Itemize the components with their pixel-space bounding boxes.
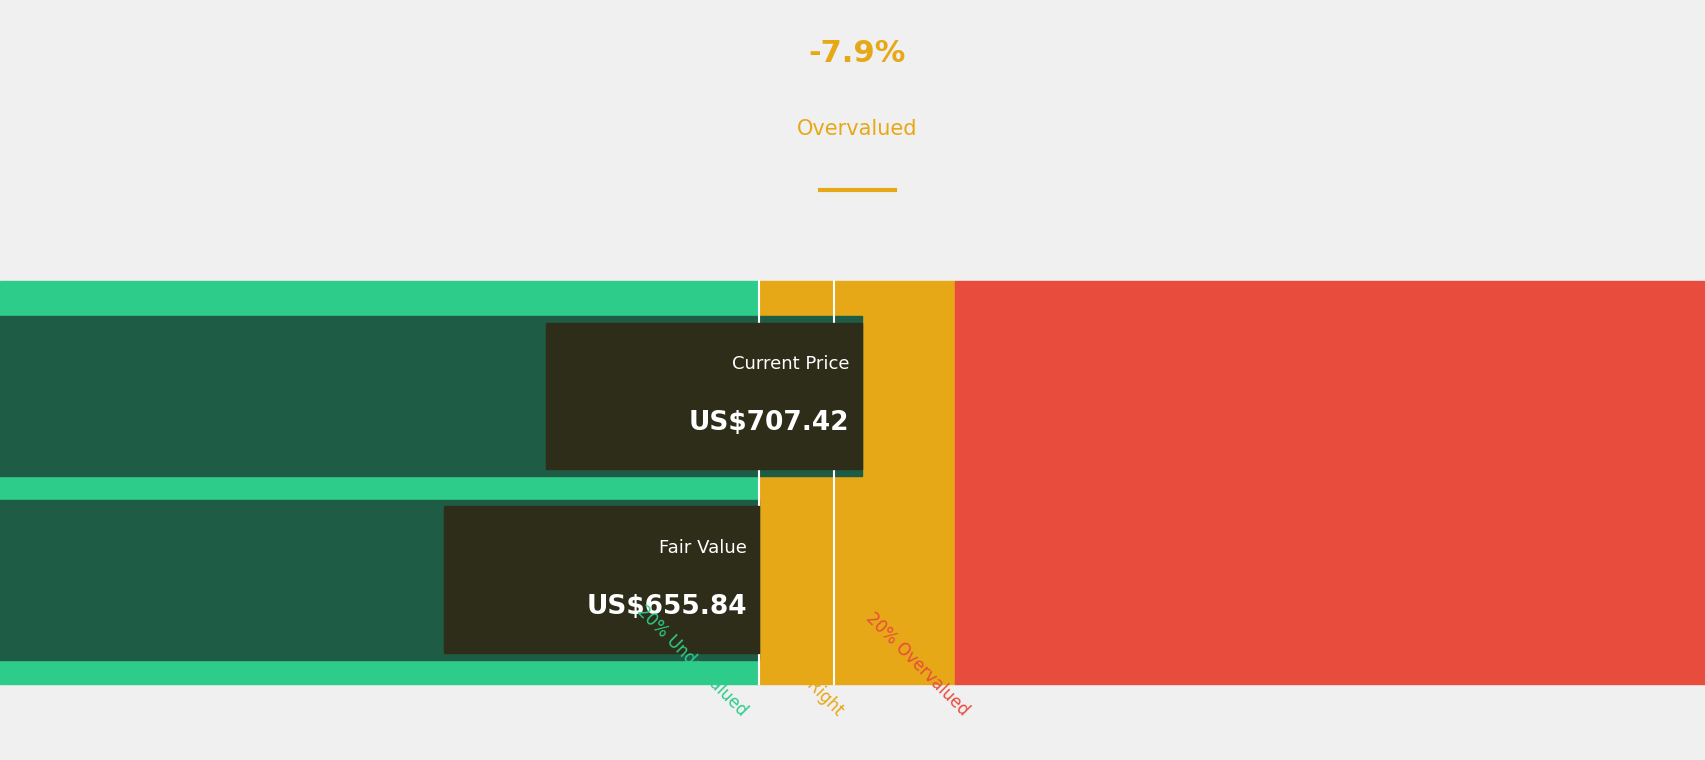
Bar	[546, 322, 861, 470]
Bar	[759, 281, 955, 684]
Bar	[955, 281, 1705, 684]
Text: About Right: About Right	[766, 638, 847, 720]
Text: US$707.42: US$707.42	[689, 410, 849, 436]
Text: US$655.84: US$655.84	[587, 594, 747, 620]
Text: 20% Overvalued: 20% Overvalued	[861, 610, 972, 720]
Text: Overvalued: Overvalued	[796, 119, 917, 139]
Text: 20% Undervalued: 20% Undervalued	[633, 602, 750, 720]
Text: Current Price: Current Price	[731, 355, 849, 373]
Text: Fair Value: Fair Value	[658, 539, 747, 557]
Bar	[0, 316, 861, 476]
Text: -7.9%: -7.9%	[808, 39, 905, 68]
Bar	[0, 500, 759, 660]
Bar	[0, 281, 759, 684]
Bar	[443, 506, 759, 654]
